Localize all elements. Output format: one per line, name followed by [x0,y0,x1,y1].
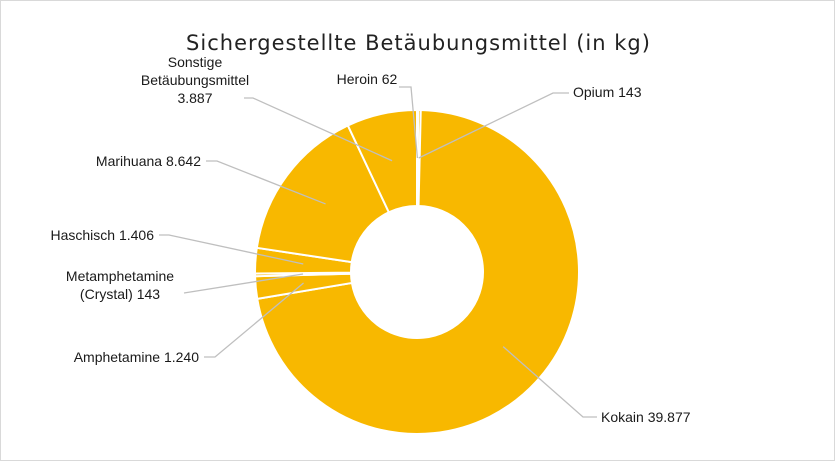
slice-sonstige-betäubungsmittel [346,108,418,214]
data-label: Marihuana 8.642 [96,153,201,169]
leader-line [244,97,393,162]
leader-line [206,160,326,205]
data-label: Metamphetamine (Crystal) 143 [66,268,174,302]
data-label-line: Metamphetamine [66,268,174,284]
data-label-line: Sonstige [168,54,223,70]
data-label-line: Haschisch 1.406 [50,227,154,243]
data-label-line: Heroin 62 [337,71,398,87]
data-label: Haschisch 1.406 [50,227,154,243]
data-label: Kokain 39.877 [601,409,691,425]
data-label-line: Opium 143 [573,84,642,100]
leader-lines-layer [159,86,597,418]
data-labels-layer: Heroin 62 Opium 143 Kokain 39.877 Amphetami… [50,54,690,425]
data-label-line: Kokain 39.877 [601,409,691,425]
data-label-line: Amphetamine 1.240 [74,349,200,365]
leader-line [502,346,597,418]
slice-kokain [256,109,580,435]
leader-line [418,92,569,159]
data-label-line: 3.887 [177,90,212,106]
data-label: Sonstige Betäubungsmittel 3.887 [141,54,249,106]
data-label: Heroin 62 [337,71,398,87]
slice-marihuana [255,124,391,264]
data-label: Opium 143 [573,84,642,100]
slices-layer [253,108,580,435]
data-label-line: Betäubungsmittel [141,72,249,88]
data-label-line: Marihuana 8.642 [96,153,201,169]
leader-line [399,86,419,159]
data-label-line: (Crystal) 143 [80,286,160,302]
leader-line [159,234,304,265]
leader-line [204,282,304,358]
chart-title: Sichergestellte Betäubungsmittel (in kg) [186,31,651,55]
leader-line [183,273,304,294]
data-label: Amphetamine 1.240 [74,349,200,365]
